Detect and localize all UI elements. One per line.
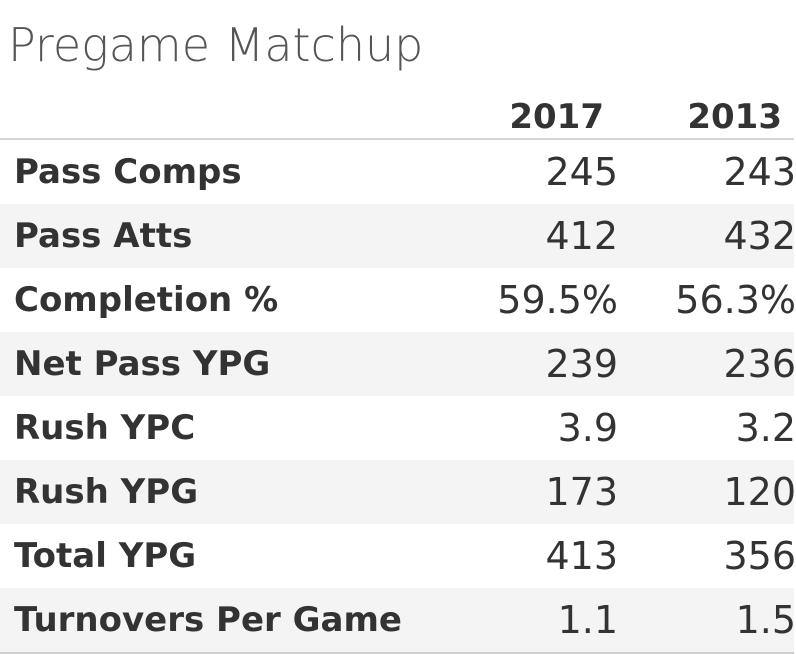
table-row: Net Pass YPG 239 236 <box>0 332 796 396</box>
cell-value: 120 <box>723 470 796 514</box>
cell-value: 173 <box>545 470 618 514</box>
column-header-2017: 2017 <box>509 97 604 137</box>
table-header: 2017 2013 <box>0 96 794 140</box>
column-header-2013: 2013 <box>687 97 782 137</box>
table-row: Turnovers Per Game 1.1 1.5 <box>0 588 796 652</box>
table-row: Total YPG 413 356 <box>0 524 796 588</box>
row-label: Pass Atts <box>14 216 193 256</box>
page-title: Pregame Matchup <box>8 18 424 72</box>
cell-value: 412 <box>545 214 618 258</box>
row-label: Total YPG <box>14 536 197 576</box>
cell-value: 1.5 <box>735 598 796 642</box>
row-label: Net Pass YPG <box>14 344 271 384</box>
row-label: Pass Comps <box>14 152 242 192</box>
cell-value: 3.9 <box>557 406 618 450</box>
table-row: Pass Comps 245 243 <box>0 140 796 204</box>
row-label: Completion % <box>14 280 279 320</box>
cell-value: 432 <box>723 214 796 258</box>
cell-value: 56.3% <box>675 278 796 322</box>
cell-value: 413 <box>545 534 618 578</box>
cell-value: 1.1 <box>557 598 618 642</box>
table-row: Pass Atts 412 432 <box>0 204 796 268</box>
table-row: Rush YPG 173 120 <box>0 460 796 524</box>
row-label: Rush YPG <box>14 472 199 512</box>
matchup-table: 2017 2013 Pass Comps 245 243 Pass Atts 4… <box>0 96 796 654</box>
row-label: Rush YPC <box>14 408 196 448</box>
cell-value: 59.5% <box>497 278 618 322</box>
cell-value: 3.2 <box>735 406 796 450</box>
cell-value: 356 <box>723 534 796 578</box>
row-label: Turnovers Per Game <box>14 600 402 640</box>
table-row: Rush YPC 3.9 3.2 <box>0 396 796 460</box>
cell-value: 243 <box>723 150 796 194</box>
cell-value: 239 <box>545 342 618 386</box>
table-row: Completion % 59.5% 56.3% <box>0 268 796 332</box>
cell-value: 245 <box>545 150 618 194</box>
cell-value: 236 <box>723 342 796 386</box>
